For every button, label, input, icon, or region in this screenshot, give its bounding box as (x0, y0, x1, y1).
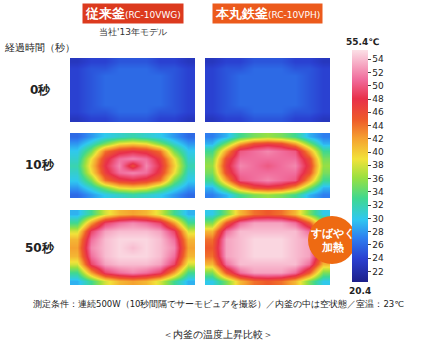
svg-text:54: 54 (372, 54, 384, 64)
svg-text:＜内釜の温度上昇比較＞: ＜内釜の温度上昇比較＞ (163, 329, 273, 340)
svg-text:52: 52 (372, 68, 383, 78)
svg-text:26: 26 (372, 240, 384, 250)
svg-text:38: 38 (372, 160, 384, 170)
svg-text:24: 24 (372, 253, 384, 263)
svg-text:40: 40 (372, 147, 384, 157)
svg-text:従来釜(RC-10VWG): 従来釜(RC-10VWG) (85, 6, 181, 21)
svg-text:測定条件：連続500W（10秒間隔でサーモビュアを撮影）／内: 測定条件：連続500W（10秒間隔でサーモビュアを撮影）／内釜の中は空状態／室温… (33, 299, 404, 309)
svg-text:本丸鉄釜(RC-10VPH): 本丸鉄釜(RC-10VPH) (215, 6, 320, 21)
svg-text:50秒: 50秒 (25, 241, 55, 255)
svg-text:44: 44 (372, 121, 384, 131)
svg-text:経過時間（秒）: 経過時間（秒） (4, 42, 75, 53)
svg-text:36: 36 (372, 174, 384, 184)
svg-text:42: 42 (372, 134, 383, 144)
svg-text:30: 30 (372, 214, 384, 224)
svg-text:すばやく加熱: すばやく加熱 (310, 227, 355, 254)
svg-text:55.4℃: 55.4℃ (346, 37, 379, 47)
svg-text:当社'13年モデル: 当社'13年モデル (99, 27, 167, 37)
svg-text:46: 46 (372, 107, 384, 117)
svg-text:34: 34 (372, 187, 384, 197)
svg-text:22: 22 (372, 267, 383, 277)
svg-text:0秒: 0秒 (30, 83, 51, 97)
svg-text:48: 48 (372, 94, 384, 104)
svg-text:32: 32 (372, 200, 383, 210)
svg-text:10秒: 10秒 (25, 158, 55, 172)
svg-text:50: 50 (372, 81, 384, 91)
svg-text:20.4: 20.4 (349, 286, 371, 296)
svg-text:28: 28 (372, 227, 384, 237)
